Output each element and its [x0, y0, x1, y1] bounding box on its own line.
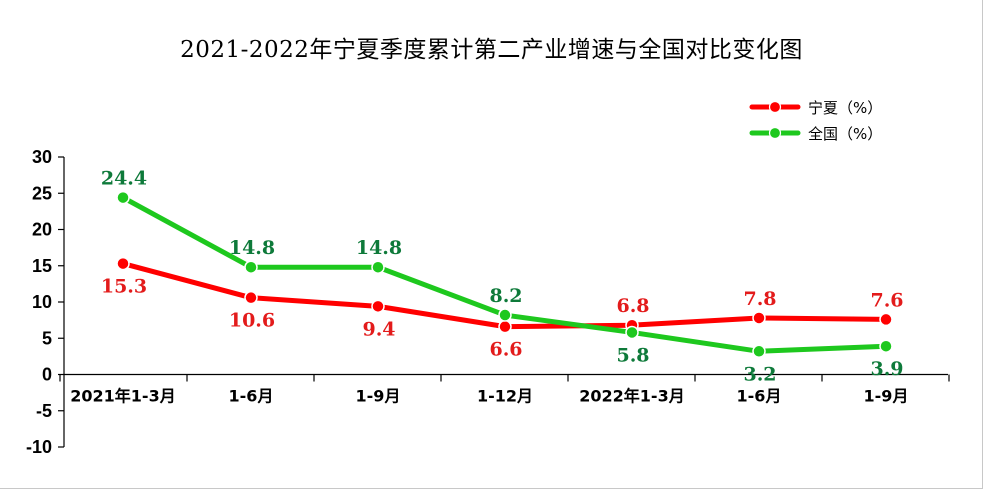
legend-label: 全国（%） [808, 125, 882, 143]
x-tick-label: 1-9月 [864, 387, 909, 406]
y-tick-label: 0 [42, 365, 52, 385]
data-label: 6.8 [616, 295, 649, 317]
y-tick-label: -10 [26, 437, 52, 457]
data-point [116, 190, 130, 205]
y-tick-label: 10 [32, 292, 52, 312]
data-label: 5.8 [616, 344, 649, 366]
data-label: 14.8 [356, 237, 402, 259]
data-label: 7.8 [743, 288, 776, 310]
data-point [879, 339, 893, 353]
x-tick-label: 1-9月 [356, 387, 401, 406]
data-point [752, 344, 766, 359]
data-point [244, 260, 258, 274]
legend-marker [768, 126, 782, 140]
data-label: 14.8 [229, 237, 275, 259]
legend-marker [768, 100, 782, 114]
x-tick-label: 2022年1-3月 [579, 387, 684, 406]
x-tick-label: 1-6月 [737, 387, 782, 406]
data-point [371, 299, 385, 314]
y-tick-label: -5 [36, 401, 52, 421]
x-tick-label: 1-6月 [229, 387, 274, 406]
data-point [752, 311, 766, 325]
data-point [116, 256, 130, 271]
y-tick-label: 5 [42, 328, 52, 348]
data-label: 15.3 [101, 276, 147, 298]
data-label: 7.6 [870, 289, 903, 311]
data-point [879, 312, 893, 327]
y-tick-label: 15 [32, 256, 52, 276]
y-tick-label: 30 [32, 147, 52, 167]
data-label: 3.9 [870, 358, 903, 380]
y-tick-label: 25 [32, 183, 52, 203]
data-label: 9.4 [362, 318, 395, 340]
x-tick-label: 2021年1-3月 [70, 387, 175, 406]
data-point [498, 319, 512, 334]
data-label: 10.6 [229, 310, 275, 332]
y-tick-label: 20 [32, 220, 52, 240]
data-point [371, 260, 385, 274]
x-tick-label: 1-12月 [477, 387, 533, 406]
data-point [244, 290, 258, 305]
chart-title: 2021-2022年宁夏季度累计第二产业增速与全国对比变化图 [180, 37, 803, 63]
data-point [625, 325, 639, 340]
data-label: 24.4 [101, 168, 147, 190]
data-label: 3.2 [743, 363, 776, 385]
data-label: 6.6 [489, 339, 522, 361]
legend-label: 宁夏（%） [808, 99, 882, 117]
data-label: 8.2 [489, 285, 522, 307]
data-point [498, 308, 512, 322]
